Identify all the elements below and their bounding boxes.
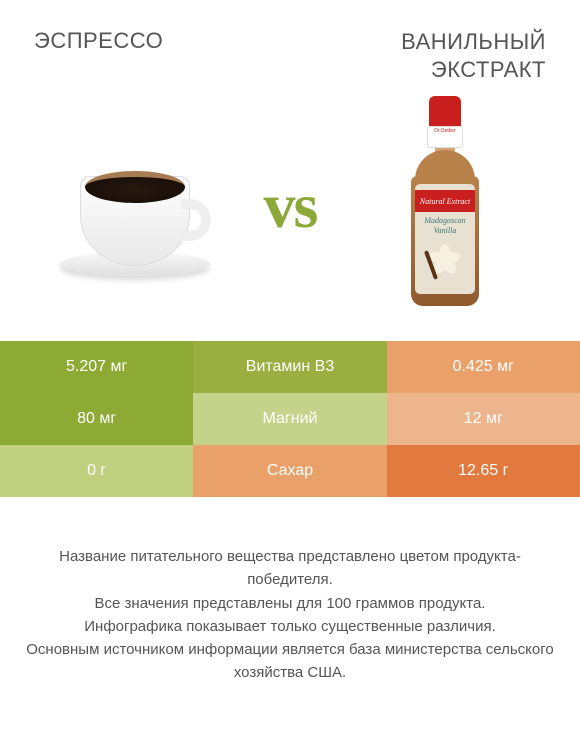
bottle-brand: Dr.Oetker: [427, 126, 463, 148]
comparison-table: 5.207 мгВитамин B30.425 мг80 мгМагний12 …: [0, 341, 580, 497]
footer-line4: Основным источником информации является …: [26, 641, 553, 681]
footer-notes: Название питательного вещества представл…: [0, 497, 580, 685]
bottle-label-text: MadagascanVanilla: [424, 216, 465, 235]
right-value: 12 мг: [387, 393, 580, 445]
images-row: vs Dr.Oetker Natural Extract MadagascanV…: [0, 101, 580, 341]
right-value: 12.65 г: [387, 445, 580, 497]
product-right-title-line1: ВАНИЛЬНЫЙ: [401, 29, 546, 54]
table-row: 5.207 мгВитамин B30.425 мг: [0, 341, 580, 393]
nutrient-label: Магний: [193, 393, 386, 445]
table-row: 80 мгМагний12 мг: [0, 393, 580, 445]
product-left-image: [40, 101, 230, 311]
footer-line3: Инфографика показывает только существенн…: [84, 618, 496, 635]
left-value: 80 мг: [0, 393, 193, 445]
header: ЭСПРЕССО ВАНИЛЬНЫЙ ЭКСТРАКТ: [0, 0, 580, 101]
product-right-title-line2: ЭКСТРАКТ: [431, 57, 546, 82]
nutrient-label: Сахар: [193, 445, 386, 497]
bottle-band: Natural Extract: [415, 190, 475, 212]
right-value: 0.425 мг: [387, 341, 580, 393]
table-row: 0 гСахар12.65 г: [0, 445, 580, 497]
footer-line1: Название питательного вещества представл…: [59, 548, 521, 588]
product-left-title: ЭСПРЕССО: [34, 28, 163, 83]
vanilla-bottle-icon: Dr.Oetker Natural Extract MadagascanVani…: [405, 96, 485, 316]
product-right-image: Dr.Oetker Natural Extract MadagascanVani…: [350, 101, 540, 311]
product-right-title: ВАНИЛЬНЫЙ ЭКСТРАКТ: [401, 28, 546, 83]
espresso-icon: [60, 136, 210, 276]
nutrient-label: Витамин B3: [193, 341, 386, 393]
footer-line2: Все значения представлены для 100 граммо…: [95, 595, 486, 612]
left-value: 0 г: [0, 445, 193, 497]
vs-label: vs: [264, 169, 317, 243]
left-value: 5.207 мг: [0, 341, 193, 393]
